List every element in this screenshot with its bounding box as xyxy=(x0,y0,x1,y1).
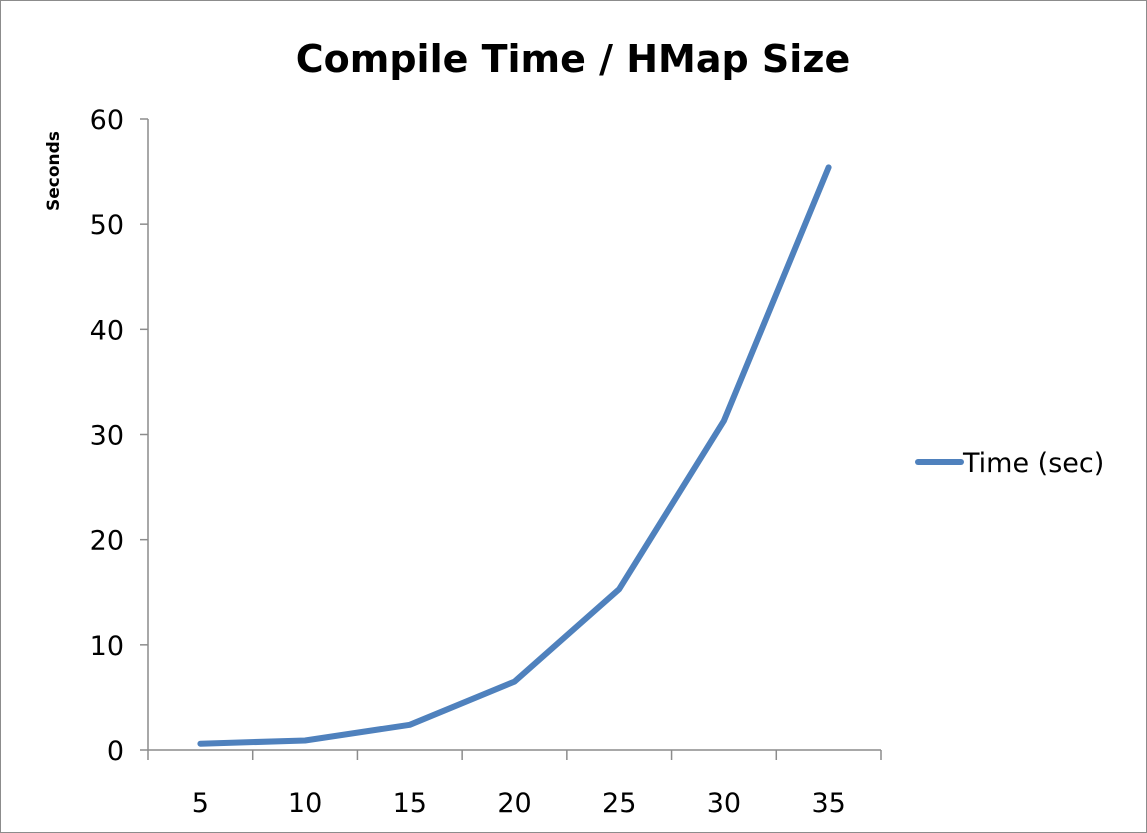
x-tick-label: 10 xyxy=(288,788,322,819)
axes xyxy=(147,119,881,751)
series-line-0 xyxy=(197,164,832,747)
x-tick-label: 35 xyxy=(811,788,845,819)
x-axis-ticks: 5 10 15 20 25 30 35 xyxy=(147,750,882,819)
x-tick-label: 15 xyxy=(393,788,427,819)
y-axis-label: Seconds xyxy=(44,131,64,211)
legend: Time (sec) xyxy=(915,448,1104,479)
x-tick-label: 5 xyxy=(192,788,209,819)
x-tick-label: 30 xyxy=(707,788,741,819)
legend-label: Time (sec) xyxy=(962,448,1104,479)
y-tick-label: 50 xyxy=(90,210,124,241)
y-tick-label: 40 xyxy=(90,315,124,346)
y-tick-label: 30 xyxy=(90,421,124,452)
x-tick-label: 25 xyxy=(602,788,636,819)
y-tick-label: 20 xyxy=(90,526,124,557)
series-layer xyxy=(197,164,832,747)
y-tick-label: 0 xyxy=(107,736,124,767)
y-tick-label: 10 xyxy=(90,631,124,662)
y-tick-label: 60 xyxy=(90,105,124,136)
chart-title: Compile Time / HMap Size xyxy=(296,37,850,81)
y-axis-ticks: 0 10 20 30 40 50 60 xyxy=(90,105,148,767)
x-tick-label: 20 xyxy=(497,788,531,819)
